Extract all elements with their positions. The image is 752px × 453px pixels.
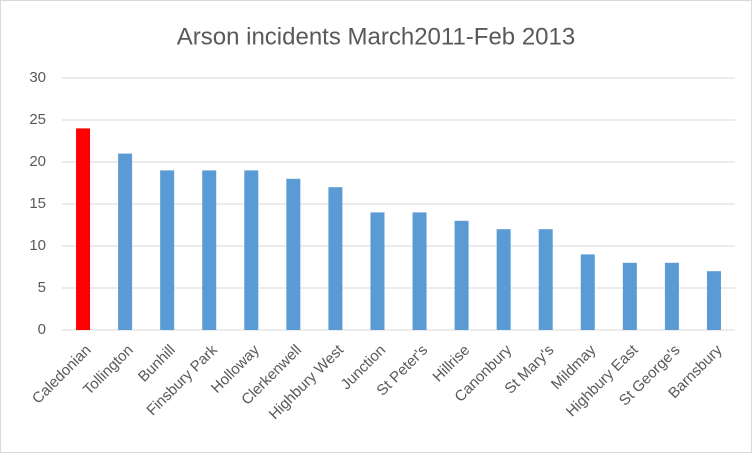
bar [328, 187, 343, 330]
bar [160, 170, 175, 330]
bar [580, 254, 595, 330]
chart-title: Arson incidents March2011-Feb 2013 [177, 23, 575, 50]
bar [412, 212, 427, 330]
bar [664, 262, 679, 330]
y-tick-label: 20 [29, 153, 46, 170]
bar [370, 212, 385, 330]
bar [118, 153, 133, 330]
bar [76, 128, 91, 330]
y-tick-label: 15 [29, 195, 46, 212]
bar [202, 170, 217, 330]
bar [538, 229, 553, 330]
y-tick-label: 5 [38, 279, 46, 296]
y-tick-label: 25 [29, 111, 46, 128]
bar [706, 271, 721, 330]
y-tick-label: 10 [29, 237, 46, 254]
bar [454, 220, 469, 330]
bar [622, 262, 637, 330]
y-tick-label: 30 [29, 69, 46, 86]
y-tick-label: 0 [38, 321, 46, 338]
bar [244, 170, 259, 330]
bar [496, 229, 511, 330]
bar [286, 178, 301, 330]
